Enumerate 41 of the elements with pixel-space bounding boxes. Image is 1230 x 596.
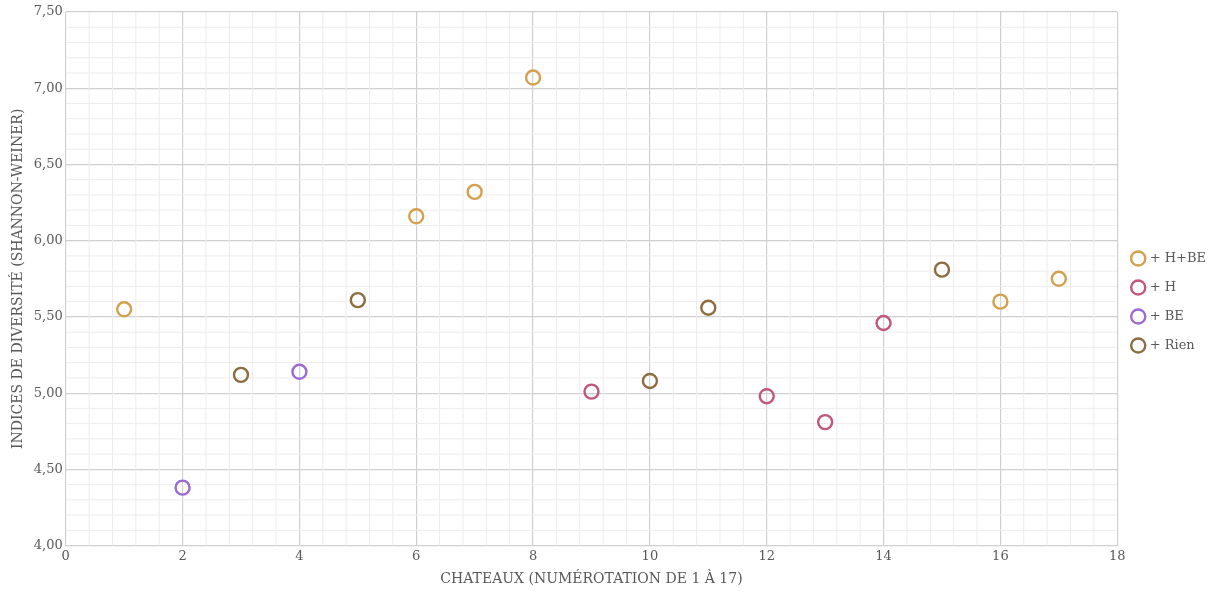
y-tick-label: 4,00 [33,536,63,552]
y-tick-label: 5,50 [33,308,63,324]
point [641,372,659,390]
x-tick-label: 16 [992,547,1009,563]
point [524,69,542,86]
legend-label: + BE [1149,307,1184,323]
x-tick-label: 4 [295,547,304,563]
point [466,183,483,201]
x-tick-label: 12 [758,547,775,563]
y-axis-title: INDICES DE DIVERSITÉ (SHANNON-WEINER) [8,108,26,449]
point [583,383,600,400]
point [349,291,367,309]
y-tick-label: 7,00 [33,79,63,95]
point [816,413,834,431]
point [232,366,250,384]
point [1050,270,1067,287]
y-tick-label: 5,00 [33,384,63,400]
y-tick-label: 6,50 [33,155,63,171]
point [758,387,775,405]
point [992,293,1009,310]
x-axis-title: CHATEAUX (NUMÉROTATION DE 1 À 17) [440,569,743,587]
x-tick-label: 18 [1108,547,1126,563]
point [933,261,951,278]
x-tick-label: 0 [61,547,70,563]
point [174,479,191,496]
legend-label: + H+BE [1149,249,1207,265]
x-tick-label: 14 [875,547,892,563]
y-tick-label: 7,50 [33,3,63,19]
point [408,208,425,225]
point [875,314,892,332]
x-tick-label: 2 [178,547,187,563]
y-tick-label: 6,00 [33,232,63,248]
x-tick-label: 10 [641,547,659,563]
legend-label: + Rien [1149,336,1196,352]
legend-label: + H [1149,278,1177,294]
point [700,299,717,316]
y-tick-label: 4,50 [33,460,63,476]
x-tick-label: 8 [528,547,538,563]
point [291,363,308,380]
point [115,301,133,318]
x-tick-label: 6 [412,547,421,563]
